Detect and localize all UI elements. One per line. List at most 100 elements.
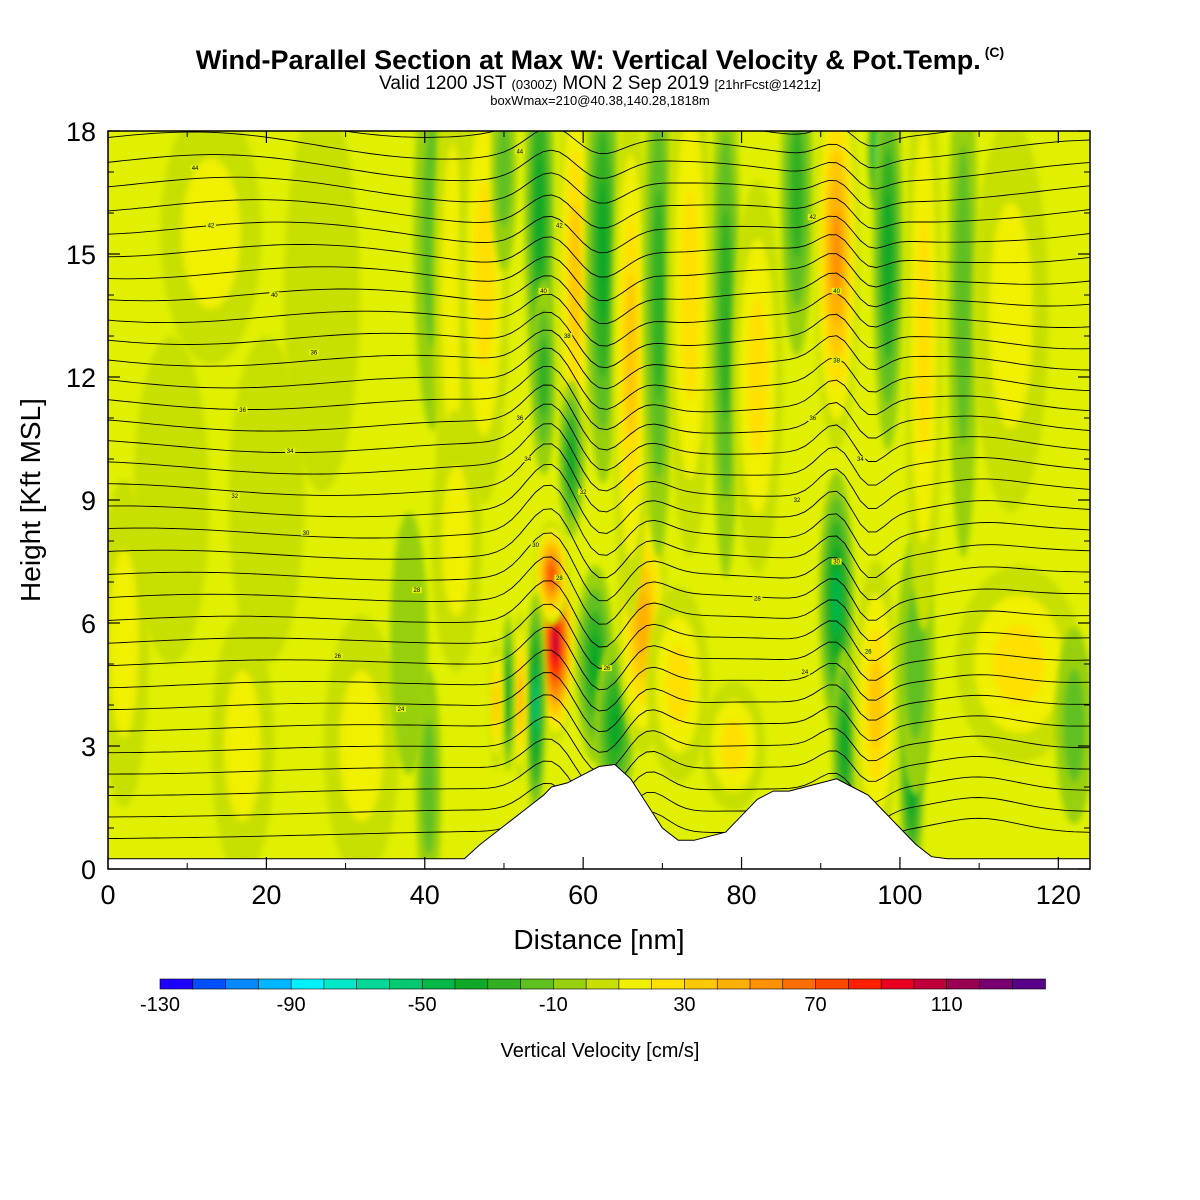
velocity-level — [567, 434, 576, 484]
velocity-cell — [780, 131, 814, 357]
velocity-cell — [283, 131, 360, 492]
theta-contour — [108, 603, 1090, 669]
y-tick-label: 12 — [66, 363, 96, 393]
x-tick-label: 100 — [877, 880, 922, 910]
box-wmax-info: boxWmax=210@40.38,140.28,1818m — [490, 93, 710, 108]
theta-contour — [108, 384, 1090, 451]
velocity-cell — [533, 521, 570, 627]
contour-label-bg — [831, 357, 842, 364]
velocity-cell — [710, 131, 741, 578]
contour-label-bg — [791, 497, 802, 503]
contour-label: 30 — [303, 531, 310, 537]
velocity-cell — [611, 131, 650, 619]
velocity-level — [133, 336, 210, 664]
colorbar-swatch — [782, 978, 817, 990]
contour-label-bg — [514, 148, 525, 155]
terrain — [108, 763, 1090, 869]
velocity-cell — [512, 611, 528, 783]
velocity-level — [493, 684, 499, 726]
velocity-level — [597, 182, 609, 326]
y-tick-label: 9 — [81, 486, 96, 516]
velocity-level — [883, 192, 893, 316]
theta-contour — [108, 484, 1090, 556]
theta-contour — [108, 672, 1090, 733]
velocity-level — [869, 660, 884, 750]
forecast-info: [21hrFcst@1421z] — [714, 77, 821, 92]
velocity-level — [719, 209, 732, 422]
velocity-level — [680, 189, 700, 401]
valid-time: Valid 1200 JST — [379, 73, 507, 94]
x-tick-label: 0 — [100, 880, 115, 910]
chart-title-main: Wind-Parallel Section at Max W: Vertical… — [195, 45, 981, 75]
contour-label: 30 — [833, 560, 840, 566]
velocity-cell — [210, 614, 275, 869]
contour-label-bg — [538, 287, 549, 294]
contour-label: 32 — [794, 498, 801, 504]
theta-contour — [108, 508, 1090, 579]
contour-label: 40 — [833, 289, 840, 295]
contour-label-bg — [285, 447, 296, 454]
velocity-level — [665, 644, 691, 725]
velocity-cell — [488, 639, 504, 771]
theta-contour — [108, 215, 1090, 254]
contour-label: 42 — [809, 215, 816, 221]
x-tick-label: 120 — [1036, 880, 1081, 910]
colorbar-swatch — [421, 978, 456, 990]
contour-label-bg — [229, 492, 240, 499]
contour-label-bg — [269, 292, 280, 298]
velocity-level — [534, 151, 545, 275]
colorbar-label: -10 — [539, 994, 568, 1016]
velocity-level — [283, 131, 360, 492]
velocity-level — [441, 465, 472, 617]
velocity-cell — [160, 131, 262, 365]
x-tick-label: 60 — [568, 880, 598, 910]
velocity-level — [181, 158, 241, 309]
contour-label-bg — [514, 415, 525, 421]
contour-label: 42 — [556, 223, 563, 229]
chart-title: Wind-Parallel Section at Max W: Vertical… — [0, 44, 1200, 76]
theta-contour — [108, 626, 1090, 691]
colorbar-swatch — [684, 978, 719, 990]
velocity-cell — [491, 131, 517, 271]
velocity-cell — [228, 336, 305, 664]
contour-label-bg — [205, 222, 216, 229]
contour-label: 28 — [556, 576, 563, 582]
theta-contour — [108, 347, 1090, 410]
theta-contour — [108, 131, 1090, 169]
velocity-level — [569, 203, 582, 346]
contour-label-bg — [807, 214, 818, 221]
colorbar-label: 70 — [804, 994, 826, 1016]
velocity-level — [832, 569, 842, 636]
theta-contour — [108, 403, 1090, 471]
contour-label: 38 — [564, 334, 571, 340]
velocity-cell — [133, 336, 210, 664]
valid-utc: (0300Z) — [511, 77, 558, 92]
velocity-cell — [643, 131, 674, 558]
x-tick-label: 20 — [251, 880, 281, 910]
velocity-cell — [972, 131, 1049, 513]
x-axis-title: Distance [nm] — [513, 924, 684, 955]
velocity-cell — [732, 180, 783, 574]
contour-label: 36 — [516, 416, 523, 422]
contour-label: 34 — [524, 457, 531, 463]
plot-area: 44 42 40 36 36 34 32 30 28 26 24 44 42 40 38 36 34 32 30 28… — [108, 131, 1090, 869]
contour-label-bg — [554, 222, 565, 229]
velocity-cell — [416, 668, 442, 869]
velocity-cell — [585, 131, 621, 484]
theta-contour — [108, 649, 1090, 712]
colorbar-label: -130 — [140, 994, 180, 1016]
theta-contour — [108, 443, 1090, 513]
colorbar-swatch — [454, 978, 489, 990]
contour-label: 42 — [208, 223, 215, 229]
contour-label-bg — [522, 456, 533, 462]
colorbar-swatch — [913, 978, 948, 990]
theta-contour — [108, 532, 1090, 602]
contour-label-bg — [396, 706, 407, 713]
theta-contour — [108, 463, 1090, 534]
velocity-cell — [558, 380, 584, 538]
chart-title-mark: (C) — [984, 44, 1005, 60]
theta-contour — [108, 556, 1090, 625]
colorbar: -130 -90 -50 -10 30 70 110 — [140, 978, 1046, 1016]
velocity-cell — [872, 131, 904, 451]
